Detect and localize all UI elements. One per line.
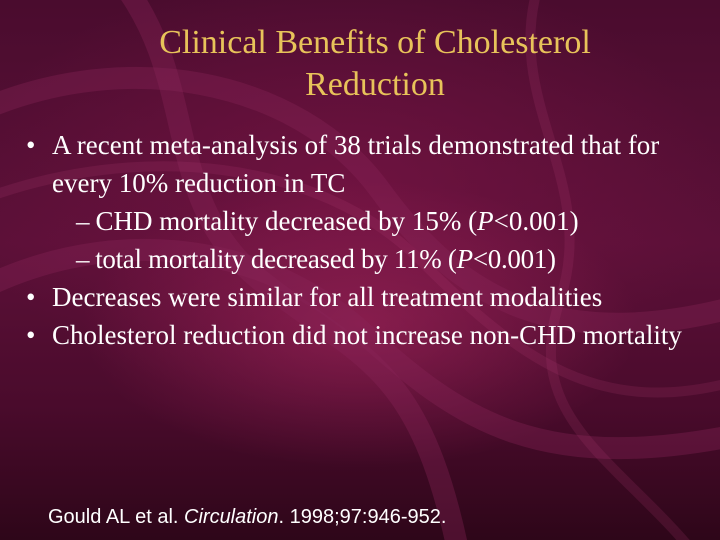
bullet-icon: • [26,320,36,350]
sub-bullet-text: total mortality decreased by 11% ( [95,244,457,274]
citation-details: . 1998;97:946-952. [278,506,447,528]
bullet-item: • Decreases were similar for all treatme… [20,278,700,316]
p-value-symbol: P [456,244,474,274]
sub-bullet-item: – total mortality decreased by 11% (P<0.0… [20,240,700,278]
sub-bullet-item: – CHD mortality decreased by 15% (P<0.001… [20,202,700,240]
bullet-text: Cholesterol reduction did not increase n… [52,320,682,350]
p-value-text: <0.001) [493,206,579,236]
citation-authors: Gould AL et al. [48,506,185,528]
slide-title-line-1: Clinical Benefits of Cholesterol [159,24,591,61]
p-value-text: <0.001) [472,244,556,274]
bullet-icon: • [26,130,36,160]
sub-bullet-text: CHD mortality decreased by 15% ( [95,206,478,236]
bullet-item: • A recent meta-analysis of 38 trials de… [20,126,700,202]
slide-title: Clinical Benefits of Cholesterol Reducti… [90,22,660,106]
citation: Gould AL et al. Circulation. 1998;97:946… [48,503,446,531]
bullet-item: • Cholesterol reduction did not increase… [20,316,700,354]
bullet-icon: • [26,282,36,312]
p-value-symbol: P [477,206,494,236]
bullet-list: • A recent meta-analysis of 38 trials de… [20,126,700,354]
bullet-text: Decreases were similar for all treatment… [52,282,603,312]
slide-title-line-2: Reduction [305,66,445,103]
citation-journal: Circulation [184,506,279,528]
bullet-text: A recent meta-analysis of 38 trials demo… [52,130,660,198]
dash-icon: – [76,206,90,236]
dash-icon: – [76,244,90,274]
